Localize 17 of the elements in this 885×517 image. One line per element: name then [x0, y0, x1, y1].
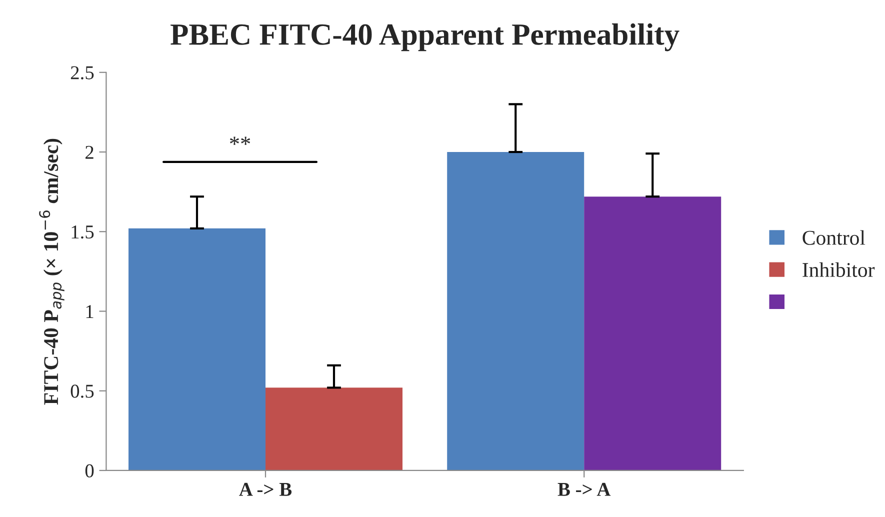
y-axis-title: FITC-40 P$_{app}$ (× 10$^{−6}$ cm/sec): [39, 138, 64, 405]
legend-label: Inhibitor: [802, 262, 875, 278]
y-tick-label: 1: [86, 305, 94, 318]
bar: [128, 228, 266, 470]
y-tick-label: 0.5: [70, 384, 94, 398]
y-tick-label: 1.5: [72, 226, 94, 239]
annotation: **: [230, 136, 250, 145]
bar: [447, 152, 584, 470]
y-tick-label: 2.5: [70, 66, 94, 80]
y-tick-label: 2: [86, 146, 94, 159]
legend-label: Control: [802, 230, 866, 245]
x-tick-label: A -> B: [239, 482, 292, 496]
bar: [584, 196, 722, 470]
chart-title: PBEC FITC-40 Apparent Permeability: [170, 23, 680, 52]
y-tick-label: 0: [85, 464, 94, 478]
x-tick-label: B -> A: [558, 482, 611, 496]
bar: [266, 388, 402, 470]
